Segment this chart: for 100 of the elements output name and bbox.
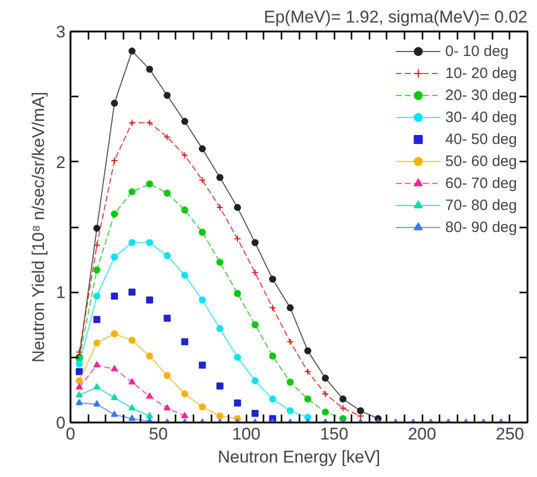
chart-title: Ep(MeV)= 1.92, sigma(MeV)= 0.02 [264,8,528,26]
point [252,269,259,276]
point [128,239,136,246]
point [164,252,171,260]
point [128,288,136,296]
point [146,66,154,73]
point [146,180,154,188]
y-tick-label: 3 [56,22,66,42]
point [146,296,154,304]
point [286,378,294,386]
point [234,204,241,211]
point [286,407,294,414]
point [198,228,206,236]
point [322,374,329,382]
point [76,377,83,384]
point [286,304,294,312]
point [304,414,312,421]
point [216,204,224,211]
legend-label: 20- 30 deg [445,86,517,104]
legend-label: 40- 50 deg [445,130,517,148]
point [76,383,83,390]
point [304,368,312,376]
point [110,210,118,218]
x-tick-label: 100 [232,424,260,444]
legend-label: 0- 10 deg [445,42,509,60]
point [252,410,259,417]
point [128,404,136,410]
point [198,176,206,184]
point [146,352,154,360]
point [128,414,136,421]
point [110,394,118,400]
point [76,398,83,406]
point [198,403,206,410]
legend-label: 10- 20 deg [445,64,517,82]
legend-label: 70- 80 deg [445,196,517,214]
point [164,190,171,197]
point [357,412,364,420]
point [110,157,118,164]
legend-label: 30- 40 deg [445,108,517,126]
point [234,290,241,297]
point [269,304,276,312]
point [269,396,276,403]
legend-label: 80- 90 deg [445,218,517,236]
point [234,354,241,361]
legend-label: 60- 70 deg [445,174,517,192]
point [164,404,171,410]
point [216,382,224,390]
point [234,399,241,406]
y-axis-title: Neutron Yield [10⁸ n/sec/sr/keV/mA] [29,92,48,363]
point [357,407,364,414]
point [93,383,100,390]
point [76,360,83,368]
x-tick-label: 200 [408,424,436,444]
point [164,314,171,322]
point [164,134,171,141]
point [234,235,241,242]
point [76,391,83,398]
point [286,338,294,346]
x-tick-label: 250 [496,424,524,444]
point [93,292,100,300]
point [339,396,346,403]
point [93,224,100,232]
point [304,347,312,354]
x-axis-title: Neutron Energy [keV] [218,448,380,466]
y-tick-label: 2 [56,152,66,172]
point [216,412,224,420]
point [198,296,206,304]
point [93,242,100,249]
point [269,352,276,360]
point [339,404,346,412]
point [164,372,171,380]
point [128,336,136,344]
point [146,412,154,418]
point [269,276,276,283]
point [198,145,206,152]
point [164,92,171,99]
point [181,206,188,214]
point [93,340,100,346]
point [128,188,136,196]
point [110,292,118,300]
point [110,253,118,260]
point [216,325,224,332]
point [110,330,118,338]
point [128,378,136,384]
point [181,390,188,398]
point [76,368,83,376]
x-tick-label: 150 [320,424,348,444]
point [128,119,136,126]
point [216,174,224,181]
y-tick-label: 1 [56,283,66,302]
point [93,361,100,368]
point [252,377,259,384]
point [304,396,312,403]
point [93,400,100,406]
point [322,408,329,416]
point [252,239,259,246]
point [110,100,118,107]
x-tick-label: 50 [148,424,168,444]
point [128,48,136,55]
point [181,338,188,346]
